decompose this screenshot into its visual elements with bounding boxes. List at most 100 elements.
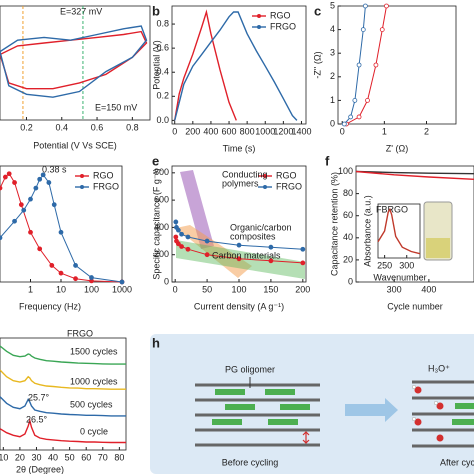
x-tick-label: 60 bbox=[81, 452, 91, 462]
panel-letter: c bbox=[314, 3, 321, 18]
pg-oligomers bbox=[212, 389, 310, 425]
x-tick-label: 50 bbox=[65, 452, 75, 462]
series-line bbox=[174, 9, 237, 121]
series-line bbox=[355, 170, 474, 175]
x-axis-label: Z' (Ω) bbox=[386, 143, 408, 153]
point bbox=[173, 234, 179, 240]
x-tick-label: 300 bbox=[399, 260, 414, 270]
series-label: 0 cycle bbox=[80, 426, 108, 436]
y-tick-label: 0.8 bbox=[156, 18, 169, 28]
legend-marker bbox=[263, 185, 267, 189]
point bbox=[365, 98, 370, 103]
x-tick-label: 150 bbox=[263, 284, 278, 294]
annotation: 26.5° bbox=[26, 414, 48, 424]
y-axis-label: Specific capacitance (F g⁻¹) bbox=[151, 168, 161, 279]
point bbox=[33, 185, 39, 191]
y-tick-label: 200 bbox=[154, 249, 169, 259]
point bbox=[49, 263, 55, 268]
ions bbox=[411, 384, 474, 442]
series-line bbox=[0, 418, 126, 444]
x-tick-label: 200 bbox=[295, 284, 310, 294]
point bbox=[51, 202, 57, 208]
legend-marker bbox=[80, 174, 84, 178]
series-line bbox=[0, 30, 148, 90]
y-tick-label: 1 bbox=[330, 95, 335, 105]
pg-label: PG oligomer bbox=[225, 364, 275, 374]
series-label: 1000 cycles bbox=[70, 376, 118, 386]
x-axis-label: Current density (A g⁻¹) bbox=[194, 301, 284, 311]
y-tick-label: 600 bbox=[154, 194, 169, 204]
x-tick-label: 40 bbox=[48, 452, 58, 462]
x-tick-label: 100 bbox=[231, 284, 246, 294]
point bbox=[89, 275, 94, 280]
y-axis-label: Potential (V) bbox=[151, 40, 161, 90]
y-axis-label: Capacitance retention (%) bbox=[329, 172, 339, 276]
y-tick-label: 100 bbox=[338, 166, 353, 176]
panel-letter: h bbox=[152, 335, 160, 350]
point bbox=[204, 252, 210, 258]
x-tick-label: 80 bbox=[114, 452, 124, 462]
x-tick-label: 2 bbox=[424, 126, 429, 136]
series-line bbox=[0, 345, 126, 365]
legend-marker bbox=[263, 174, 267, 178]
point bbox=[46, 180, 52, 185]
legend-label: FRGO bbox=[93, 181, 119, 191]
vial-liquid bbox=[426, 238, 450, 258]
y-axis-label: Absorbance (a.u.) bbox=[362, 195, 372, 267]
point bbox=[12, 218, 17, 224]
point bbox=[341, 121, 347, 127]
x-tick-label: 70 bbox=[98, 452, 108, 462]
polymer-region bbox=[180, 170, 214, 249]
point bbox=[6, 171, 12, 177]
diagram-bg bbox=[150, 334, 474, 474]
x-tick-label: 0.4 bbox=[56, 122, 69, 132]
plot-frame bbox=[0, 337, 127, 451]
chart-title: FRGO bbox=[67, 328, 93, 338]
y-tick-label: 60 bbox=[343, 210, 353, 220]
x-axis-label: Frequency (Hz) bbox=[19, 301, 81, 311]
panel-letter: f bbox=[325, 153, 330, 168]
point bbox=[173, 219, 179, 225]
panel-letter: b bbox=[152, 3, 160, 18]
y-tick-label: 80 bbox=[343, 188, 353, 198]
x-axis-label: Wavenumber bbox=[373, 272, 426, 282]
y-tick-label: 0.4 bbox=[156, 67, 169, 77]
point bbox=[0, 185, 3, 191]
before-label: Before cycling bbox=[222, 457, 279, 467]
x-tick-label: 400 bbox=[421, 284, 436, 294]
plot-frame bbox=[171, 5, 307, 125]
point bbox=[204, 238, 210, 244]
point bbox=[28, 229, 33, 235]
point bbox=[185, 246, 191, 252]
legend-label: RGO bbox=[276, 170, 297, 180]
series-line bbox=[343, 5, 366, 125]
point bbox=[179, 231, 184, 237]
point bbox=[37, 246, 43, 252]
plot-frame bbox=[0, 5, 151, 121]
point bbox=[236, 242, 242, 248]
y-tick-label: 5 bbox=[330, 0, 335, 10]
y-tick-label: 3 bbox=[330, 48, 335, 58]
y-tick-label: 800 bbox=[154, 167, 169, 177]
y-tick-label: 40 bbox=[343, 232, 353, 242]
reference-label: E=150 mV bbox=[95, 102, 137, 112]
x-tick-label: 20 bbox=[15, 452, 25, 462]
y-tick-label: 0 bbox=[330, 118, 335, 128]
legend-marker bbox=[80, 185, 84, 189]
series-label: 500 cycles bbox=[70, 399, 113, 409]
plot-frame bbox=[337, 5, 457, 125]
x-tick-label: 1400 bbox=[291, 126, 311, 136]
x-tick-label: 600 bbox=[222, 126, 237, 136]
series-line bbox=[377, 207, 421, 255]
y-tick-label: 0.2 bbox=[156, 91, 169, 101]
point bbox=[268, 244, 274, 250]
y-tick-label: 400 bbox=[154, 222, 169, 232]
x-tick-label: 300 bbox=[387, 284, 402, 294]
series-line bbox=[0, 396, 126, 417]
x-tick-label: 200 bbox=[185, 126, 200, 136]
x-tick-label: 30 bbox=[31, 452, 41, 462]
x-tick-label: 0.6 bbox=[91, 122, 104, 132]
annotation: 25.7° bbox=[28, 392, 50, 402]
x-tick-label: 400 bbox=[203, 126, 218, 136]
y-tick-label: 4 bbox=[330, 24, 335, 34]
